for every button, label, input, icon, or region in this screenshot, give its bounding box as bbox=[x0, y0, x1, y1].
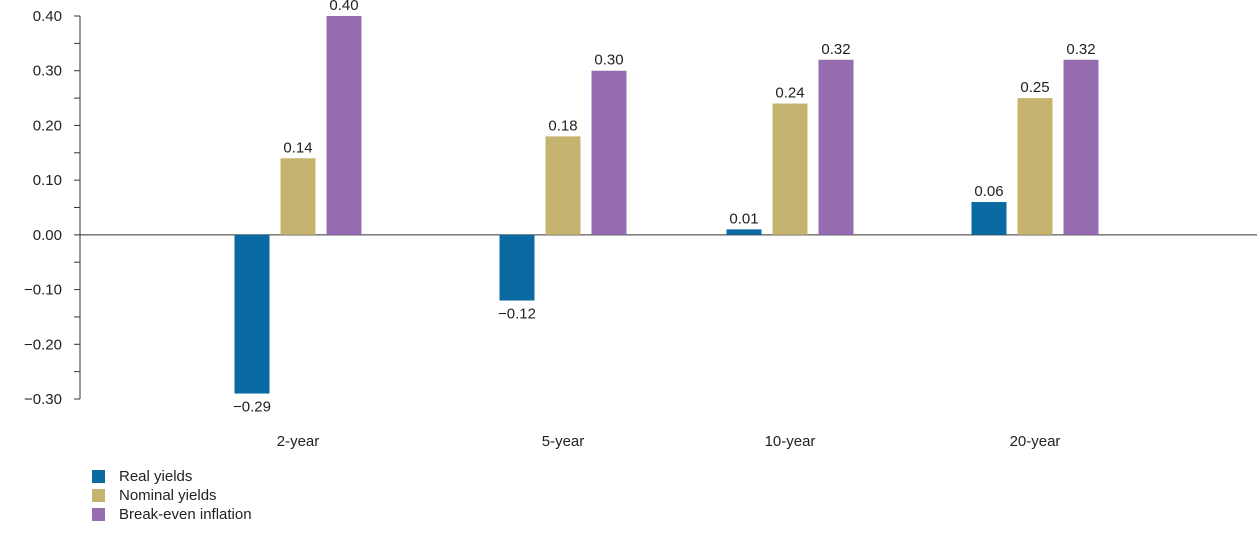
legend: Real yields Nominal yields Break-even in… bbox=[92, 467, 252, 524]
y-tick-label: −0.30 bbox=[24, 391, 62, 408]
y-tick-label: −0.10 bbox=[24, 282, 62, 299]
x-tick-label: 10-year bbox=[765, 433, 816, 450]
legend-item-nominal-yields: Nominal yields bbox=[92, 486, 252, 505]
bar bbox=[772, 103, 808, 235]
legend-label: Nominal yields bbox=[119, 487, 217, 504]
legend-label: Break-even inflation bbox=[119, 506, 252, 523]
data-label: 0.14 bbox=[283, 139, 312, 156]
data-label: 0.30 bbox=[594, 52, 623, 69]
bar bbox=[726, 229, 762, 235]
bars bbox=[234, 16, 1099, 394]
legend-swatch bbox=[92, 489, 105, 502]
bar bbox=[971, 202, 1007, 235]
x-tick-label: 2-year bbox=[277, 433, 320, 450]
legend-swatch bbox=[92, 470, 105, 483]
bar bbox=[1063, 59, 1099, 235]
bar bbox=[326, 16, 362, 235]
legend-swatch bbox=[92, 508, 105, 521]
bar bbox=[234, 234, 270, 394]
data-label: 0.32 bbox=[1066, 41, 1095, 58]
bar bbox=[1017, 98, 1053, 235]
data-label: 0.24 bbox=[775, 85, 804, 102]
bar bbox=[280, 158, 316, 235]
legend-item-break-even-inflation: Break-even inflation bbox=[92, 505, 252, 524]
bar-chart: 0.40 0.30 0.20 0.10 0.00 −0.10 −0.20 −0.30 2-yea… bbox=[24, 0, 1257, 450]
x-tick-label: 20-year bbox=[1010, 433, 1061, 450]
data-label: −0.12 bbox=[498, 306, 536, 323]
y-tick-label: 0.00 bbox=[33, 227, 62, 244]
bar bbox=[818, 59, 854, 235]
data-label: −0.29 bbox=[233, 399, 271, 416]
bar bbox=[499, 234, 535, 301]
data-label: 0.01 bbox=[729, 210, 758, 227]
data-label: 0.40 bbox=[329, 0, 358, 14]
y-tick-label: 0.20 bbox=[33, 117, 62, 134]
bar bbox=[545, 136, 581, 235]
y-tick-label: 0.30 bbox=[33, 63, 62, 80]
y-tick-label: −0.20 bbox=[24, 336, 62, 353]
data-label: 0.32 bbox=[821, 41, 850, 58]
legend-label: Real yields bbox=[119, 468, 193, 485]
data-labels: −0.29 0.14 0.40 −0.12 0.18 0.30 0.01 0.24 0.32 0.… bbox=[233, 0, 1096, 416]
data-label: 0.25 bbox=[1020, 79, 1049, 96]
data-label: 0.18 bbox=[548, 117, 577, 134]
bar bbox=[591, 70, 627, 235]
legend-item-real-yields: Real yields bbox=[92, 467, 252, 486]
y-tick-label: 0.10 bbox=[33, 172, 62, 189]
axes: 0.40 0.30 0.20 0.10 0.00 −0.10 −0.20 −0.30 2-yea… bbox=[24, 8, 1257, 450]
y-tick-label: 0.40 bbox=[33, 8, 62, 25]
x-tick-label: 5-year bbox=[542, 433, 585, 450]
data-label: 0.06 bbox=[974, 183, 1003, 200]
